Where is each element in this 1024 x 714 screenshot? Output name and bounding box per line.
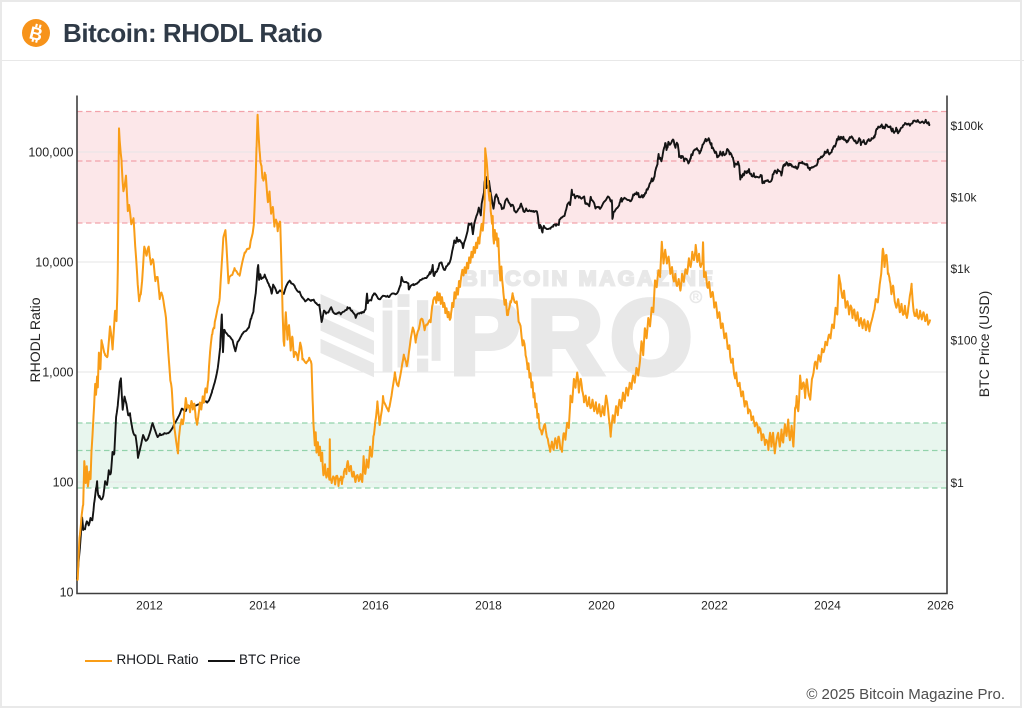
svg-text:10,000: 10,000 — [35, 255, 73, 269]
svg-text:100,000: 100,000 — [28, 145, 73, 159]
svg-text:PRO: PRO — [450, 280, 692, 397]
svg-text:$10k: $10k — [951, 191, 978, 205]
svg-text:R: R — [693, 292, 700, 302]
svg-text:2026: 2026 — [927, 599, 954, 613]
svg-text:$1k: $1k — [951, 262, 971, 276]
svg-text:10: 10 — [60, 585, 74, 599]
svg-text:BTC Price (USD): BTC Price (USD) — [976, 291, 992, 398]
svg-text:2014: 2014 — [249, 599, 276, 613]
svg-text:100: 100 — [53, 475, 74, 489]
svg-text:2016: 2016 — [362, 599, 389, 613]
svg-text:$1: $1 — [951, 476, 965, 490]
svg-text:2024: 2024 — [814, 599, 841, 613]
svg-text:2012: 2012 — [136, 599, 163, 613]
svg-text:2018: 2018 — [475, 599, 502, 613]
svg-text:2020: 2020 — [588, 599, 615, 613]
svg-text:1,000: 1,000 — [42, 365, 73, 379]
svg-text:$100k: $100k — [951, 119, 985, 133]
svg-text:2022: 2022 — [701, 599, 728, 613]
svg-text:$100: $100 — [951, 333, 978, 347]
svg-text:RHODL Ratio: RHODL Ratio — [27, 297, 43, 382]
